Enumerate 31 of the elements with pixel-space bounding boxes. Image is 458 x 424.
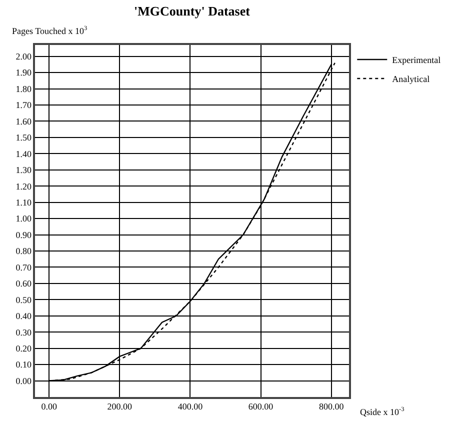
y-tick-label: 0.20 bbox=[16, 343, 32, 354]
y-tick-label: 0.60 bbox=[16, 278, 32, 289]
x-tick-label: 600.00 bbox=[248, 402, 274, 412]
y-axis-title: Pages Touched x 10$^{3}$ bbox=[12, 25, 88, 36]
y-tick-label: 1.70 bbox=[16, 100, 32, 110]
x-tick-label: 0.00 bbox=[41, 402, 58, 412]
y-tick-label: 1.20 bbox=[16, 181, 32, 192]
y-tick-label: 1.60 bbox=[16, 116, 32, 126]
y-tick-label: 1.90 bbox=[16, 68, 32, 78]
y-tick-label: 2.00 bbox=[16, 52, 32, 62]
x-tick-label: 200.00 bbox=[107, 402, 133, 412]
y-tick-label: 1.00 bbox=[16, 214, 32, 224]
y-tick-label: 0.50 bbox=[16, 294, 32, 305]
legend-label: Experimental bbox=[392, 55, 442, 66]
y-tick-label: 0.90 bbox=[16, 230, 32, 240]
y-tick-label: 1.50 bbox=[16, 132, 32, 143]
y-tick-label: 0.80 bbox=[16, 246, 32, 256]
y-tick-label: 1.40 bbox=[16, 148, 32, 159]
y-tick-label: 1.80 bbox=[16, 84, 32, 94]
x-axis-title: Qside x 10$^{-3}$ bbox=[360, 406, 404, 417]
y-tick-label: 0.00 bbox=[16, 376, 32, 386]
x-tick-label: 400.00 bbox=[178, 402, 204, 412]
y-tick-label: 1.10 bbox=[16, 198, 32, 208]
legend-label: Analytical bbox=[392, 74, 430, 84]
y-tick-label: 1.30 bbox=[16, 165, 32, 176]
y-tick-label: 0.70 bbox=[16, 262, 32, 272]
chart-title: 'MGCounty' Dataset bbox=[134, 3, 251, 18]
x-tick-label: 800.00 bbox=[318, 402, 344, 412]
y-tick-label: 0.30 bbox=[16, 327, 32, 338]
y-tick-label: 0.10 bbox=[16, 360, 32, 370]
y-tick-label: 0.40 bbox=[16, 311, 32, 322]
